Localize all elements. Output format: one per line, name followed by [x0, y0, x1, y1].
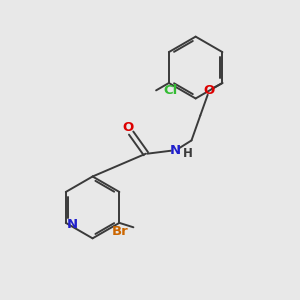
Text: H: H: [183, 147, 193, 160]
Text: Cl: Cl: [164, 84, 178, 97]
Text: O: O: [203, 84, 215, 97]
Text: Br: Br: [112, 225, 129, 238]
Text: N: N: [67, 218, 78, 231]
Text: O: O: [123, 121, 134, 134]
Text: N: N: [170, 144, 181, 157]
